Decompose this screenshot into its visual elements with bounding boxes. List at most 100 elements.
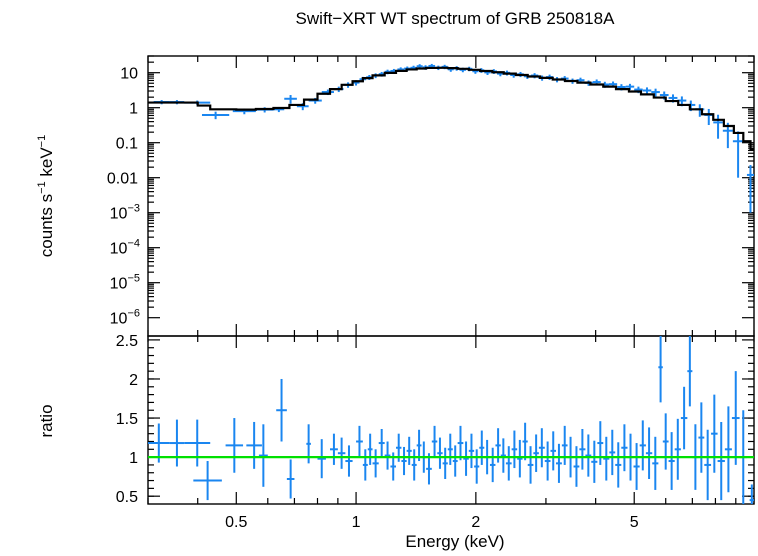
data-point: [579, 428, 586, 470]
data-point: [704, 108, 714, 126]
data-point: [522, 422, 528, 461]
data-point: [603, 436, 610, 481]
ratio-data-series: [148, 336, 754, 504]
y-tick-label: 10−5: [110, 273, 140, 293]
data-point: [356, 425, 363, 458]
data-point: [658, 336, 663, 403]
y-tick-label: 1: [129, 101, 138, 118]
data-point: [362, 449, 368, 481]
data-point: [447, 433, 453, 465]
spectrum-panel: 10 1 0.1 0.01 10−3 10−4 10−5 10−6 counts s−1 ke…: [36, 55, 755, 337]
data-point: [674, 418, 681, 480]
data-point: [426, 453, 432, 485]
data-point: [457, 425, 464, 461]
data-point: [431, 425, 438, 458]
data-point: [384, 441, 391, 470]
data-point: [330, 433, 338, 465]
x-tick-label: 0.5: [225, 514, 247, 531]
data-point: [639, 420, 646, 471]
data-point: [668, 432, 675, 490]
data-point: [746, 165, 754, 213]
data-point: [511, 430, 518, 469]
spectrum-model-line: [148, 66, 754, 151]
y-tick-label: 0.01: [107, 171, 138, 188]
data-point: [591, 440, 598, 483]
data-point: [479, 430, 485, 465]
data-point: [651, 88, 660, 97]
data-point: [517, 439, 523, 478]
data-point: [406, 436, 412, 465]
spectrum-ticks: [147, 55, 755, 336]
ratio-frame: [147, 335, 755, 505]
data-point: [463, 441, 469, 476]
data-point: [717, 421, 725, 501]
data-point: [732, 131, 744, 178]
data-point: [193, 461, 222, 501]
data-point: [680, 386, 688, 450]
ratio-y-tick-labels: 0.5 1 1.5 2 2.5: [116, 333, 138, 506]
data-point: [561, 425, 568, 465]
data-point: [731, 371, 740, 465]
data-point: [698, 402, 705, 473]
data-point: [169, 419, 185, 467]
data-point: [609, 429, 616, 476]
spectrum-y-tick-labels: 10 1 0.1 0.01 10−3 10−4 10−5 10−6: [107, 66, 140, 328]
data-point: [367, 433, 373, 465]
data-point: [556, 443, 562, 483]
x-axis-label: Energy (keV): [405, 532, 504, 551]
data-point: [411, 449, 417, 481]
data-point: [645, 427, 653, 479]
data-point: [500, 438, 506, 473]
data-point: [642, 87, 652, 95]
y-tick-label: 10: [120, 66, 138, 83]
y-tick-label: 10−4: [110, 238, 140, 258]
y-tick-label: 10−3: [110, 203, 140, 223]
spectrum-data-series: [153, 63, 754, 213]
data-point: [317, 439, 326, 479]
data-point: [225, 418, 244, 473]
data-point: [489, 447, 496, 483]
data-point: [437, 437, 443, 469]
data-point: [597, 421, 604, 465]
data-point: [474, 449, 480, 484]
data-point: [615, 442, 622, 488]
y-tick-label: 1: [129, 450, 138, 467]
chart-title: Swift−XRT WT spectrum of GRB 250818A: [296, 9, 616, 28]
data-point: [452, 445, 458, 477]
data-point: [711, 394, 718, 473]
data-point: [442, 447, 448, 479]
x-tick-label: 1: [352, 514, 361, 531]
data-point: [544, 441, 551, 481]
data-point: [585, 434, 592, 477]
data-point: [621, 424, 628, 472]
data-point: [505, 446, 512, 481]
data-point: [652, 436, 659, 490]
data-point: [713, 114, 723, 139]
spectrum-y-axis-label: counts s−1 keV−1: [36, 135, 56, 257]
ratio-ticks: [147, 336, 755, 504]
data-point: [527, 446, 534, 484]
data-point: [533, 434, 539, 472]
data-point: [749, 484, 754, 504]
data-point: [687, 336, 693, 407]
data-point: [550, 431, 557, 471]
data-point: [184, 419, 211, 467]
data-point: [538, 428, 545, 468]
data-point: [246, 421, 262, 469]
data-point: [633, 443, 640, 490]
ratio-y-axis-label: ratio: [37, 404, 56, 437]
data-point: [416, 429, 422, 462]
y-tick-label: 0.1: [116, 136, 138, 153]
data-point: [284, 95, 297, 104]
data-point: [378, 428, 385, 458]
ratio-panel: 0.5 1 1.5 2 2.5 0.5 1 2 5 ratio Energy (keV): [37, 333, 755, 551]
y-tick-label: 1.5: [116, 411, 138, 428]
data-point: [276, 378, 287, 442]
data-point: [286, 459, 295, 499]
data-point: [468, 433, 475, 469]
data-point: [345, 445, 353, 477]
data-point: [724, 406, 732, 493]
y-tick-label: 2.5: [116, 333, 138, 350]
y-tick-label: 10−6: [110, 308, 140, 328]
